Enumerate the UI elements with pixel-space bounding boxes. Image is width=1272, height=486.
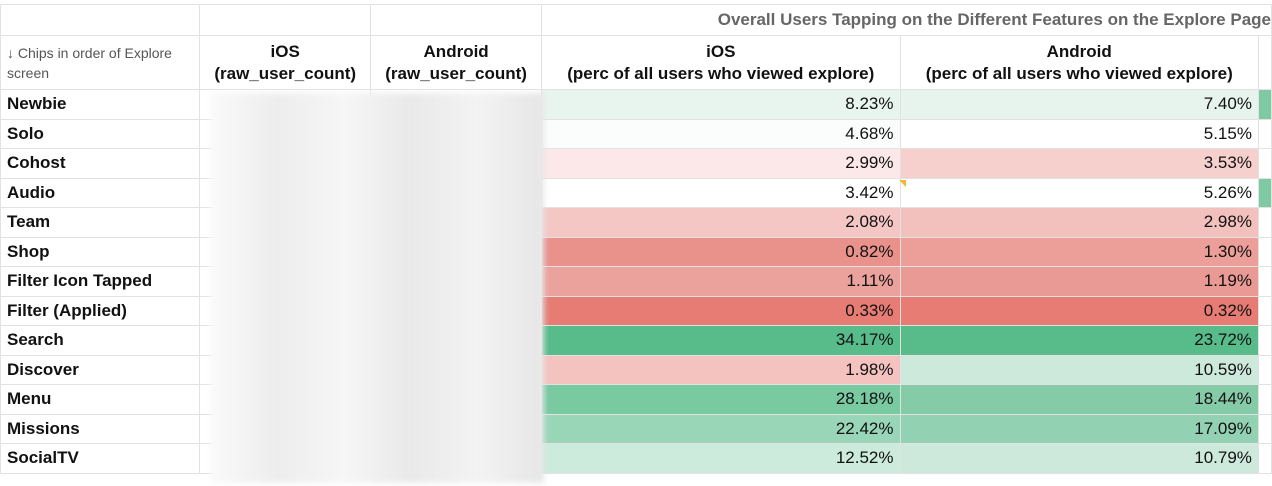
android-perc-cell[interactable]: 23.72% bbox=[899, 325, 1259, 356]
chip-name[interactable]: Solo bbox=[0, 118, 201, 149]
header-line: Android bbox=[423, 41, 489, 61]
android-perc-cell[interactable]: 10.59% bbox=[899, 354, 1259, 385]
android-perc-cell[interactable]: 5.26% bbox=[899, 177, 1259, 208]
chip-name[interactable]: Shop bbox=[0, 236, 201, 267]
header-line: Android bbox=[1046, 41, 1112, 61]
ios-perc-cell[interactable]: 1.11% bbox=[541, 266, 901, 297]
table-row: Missions 22.42% 17.09% bbox=[0, 413, 1272, 444]
ios-perc-cell[interactable]: 0.33% bbox=[541, 295, 901, 326]
cell[interactable] bbox=[1257, 118, 1272, 149]
table-row: Discover 1.98% 10.59% bbox=[0, 354, 1272, 385]
table-row: Audio 3.42% 5.26% bbox=[0, 177, 1272, 208]
table-row: Filter Icon Tapped 1.11% 1.19% bbox=[0, 266, 1272, 297]
android-perc-cell[interactable]: 5.15% bbox=[899, 118, 1259, 149]
ios-perc-cell[interactable]: 2.08% bbox=[541, 207, 901, 238]
android-perc-cell[interactable]: 0.32% bbox=[899, 295, 1259, 326]
chip-name[interactable]: SocialTV bbox=[0, 443, 201, 474]
table-row: Solo 4.68% 5.15% bbox=[0, 118, 1272, 149]
cell[interactable] bbox=[1257, 35, 1272, 90]
ios-perc-cell[interactable]: 12.52% bbox=[541, 443, 901, 474]
header-line: iOS bbox=[706, 41, 736, 61]
table-row: SocialTV 12.52% 10.79% bbox=[0, 443, 1272, 474]
ios-perc-cell[interactable]: 2.99% bbox=[541, 148, 901, 179]
chip-name[interactable]: Missions bbox=[0, 413, 201, 444]
cell[interactable] bbox=[1257, 325, 1272, 356]
cell[interactable] bbox=[1257, 148, 1272, 179]
chip-name[interactable]: Team bbox=[0, 207, 201, 238]
chip-name[interactable]: Audio bbox=[0, 177, 201, 208]
table-row: Menu 28.18% 18.44% bbox=[0, 384, 1272, 415]
ios-perc-cell[interactable]: 4.68% bbox=[541, 118, 901, 149]
chip-name[interactable]: Newbie bbox=[0, 89, 201, 120]
ios-perc-cell[interactable]: 8.23% bbox=[541, 89, 901, 120]
cell[interactable] bbox=[370, 4, 543, 36]
cell[interactable] bbox=[1257, 384, 1272, 415]
header-android-raw[interactable]: Android (raw_user_count) bbox=[370, 35, 543, 90]
chip-name[interactable]: Filter Icon Tapped bbox=[0, 266, 201, 297]
cell[interactable] bbox=[1257, 295, 1272, 326]
ios-perc-cell[interactable]: 3.42% bbox=[541, 177, 901, 208]
header-android-perc[interactable]: Android (perc of all users who viewed exp… bbox=[899, 35, 1259, 90]
header-line: (perc of all users who viewed explore) bbox=[567, 63, 875, 83]
android-perc-cell[interactable]: 10.79% bbox=[899, 443, 1259, 474]
android-perc-cell[interactable]: 2.98% bbox=[899, 207, 1259, 238]
cell[interactable] bbox=[1257, 413, 1272, 444]
ios-perc-cell[interactable]: 0.82% bbox=[541, 236, 901, 267]
redacted-raw-counts bbox=[210, 93, 544, 483]
android-perc-cell[interactable]: 18.44% bbox=[899, 384, 1259, 415]
chip-name[interactable]: Search bbox=[0, 325, 201, 356]
comment-indicator-icon[interactable] bbox=[899, 180, 906, 187]
table-row: Shop 0.82% 1.30% bbox=[0, 236, 1272, 267]
android-perc-cell[interactable]: 3.53% bbox=[899, 148, 1259, 179]
table-row: Search 34.17% 23.72% bbox=[0, 325, 1272, 356]
header-line: (raw_user_count) bbox=[214, 63, 357, 83]
ios-perc-cell[interactable]: 34.17% bbox=[541, 325, 901, 356]
data-table: Overall Users Tapping on the Different F… bbox=[0, 4, 1272, 474]
cell[interactable] bbox=[1257, 89, 1272, 120]
table-row: Newbie 8.23% 7.40% bbox=[0, 89, 1272, 120]
cell[interactable] bbox=[1257, 207, 1272, 238]
table-row: Cohost 2.99% 3.53% bbox=[0, 148, 1272, 179]
ios-perc-cell[interactable]: 1.98% bbox=[541, 354, 901, 385]
chip-name[interactable]: Menu bbox=[0, 384, 201, 415]
table-title[interactable]: Overall Users Tapping on the Different F… bbox=[541, 4, 1272, 36]
cell[interactable] bbox=[1257, 443, 1272, 474]
chip-name[interactable]: Cohost bbox=[0, 148, 201, 179]
cell[interactable] bbox=[199, 4, 372, 36]
android-perc-cell[interactable]: 1.30% bbox=[899, 236, 1259, 267]
ios-perc-cell[interactable]: 28.18% bbox=[541, 384, 901, 415]
android-perc-cell[interactable]: 17.09% bbox=[899, 413, 1259, 444]
ios-perc-cell[interactable]: 22.42% bbox=[541, 413, 901, 444]
header-chips[interactable]: ↓ Chips in order of Explore screen bbox=[0, 35, 201, 90]
cell[interactable] bbox=[1257, 354, 1272, 385]
table-row: Filter (Applied) 0.33% 0.32% bbox=[0, 295, 1272, 326]
header-line: (raw_user_count) bbox=[385, 63, 527, 83]
cell[interactable] bbox=[1257, 177, 1272, 208]
header-ios-raw[interactable]: iOS (raw_user_count) bbox=[199, 35, 372, 90]
android-perc-cell[interactable]: 7.40% bbox=[899, 89, 1259, 120]
cell[interactable] bbox=[1257, 266, 1272, 297]
header-line: (perc of all users who viewed explore) bbox=[925, 63, 1233, 83]
cell[interactable] bbox=[1257, 236, 1272, 267]
chip-name[interactable]: Filter (Applied) bbox=[0, 295, 201, 326]
table-row: Team 2.08% 2.98% bbox=[0, 207, 1272, 238]
header-line: iOS bbox=[270, 41, 300, 61]
header-ios-perc[interactable]: iOS (perc of all users who viewed explore… bbox=[541, 35, 901, 90]
cell[interactable] bbox=[0, 4, 201, 36]
android-perc-cell[interactable]: 1.19% bbox=[899, 266, 1259, 297]
chip-name[interactable]: Discover bbox=[0, 354, 201, 385]
